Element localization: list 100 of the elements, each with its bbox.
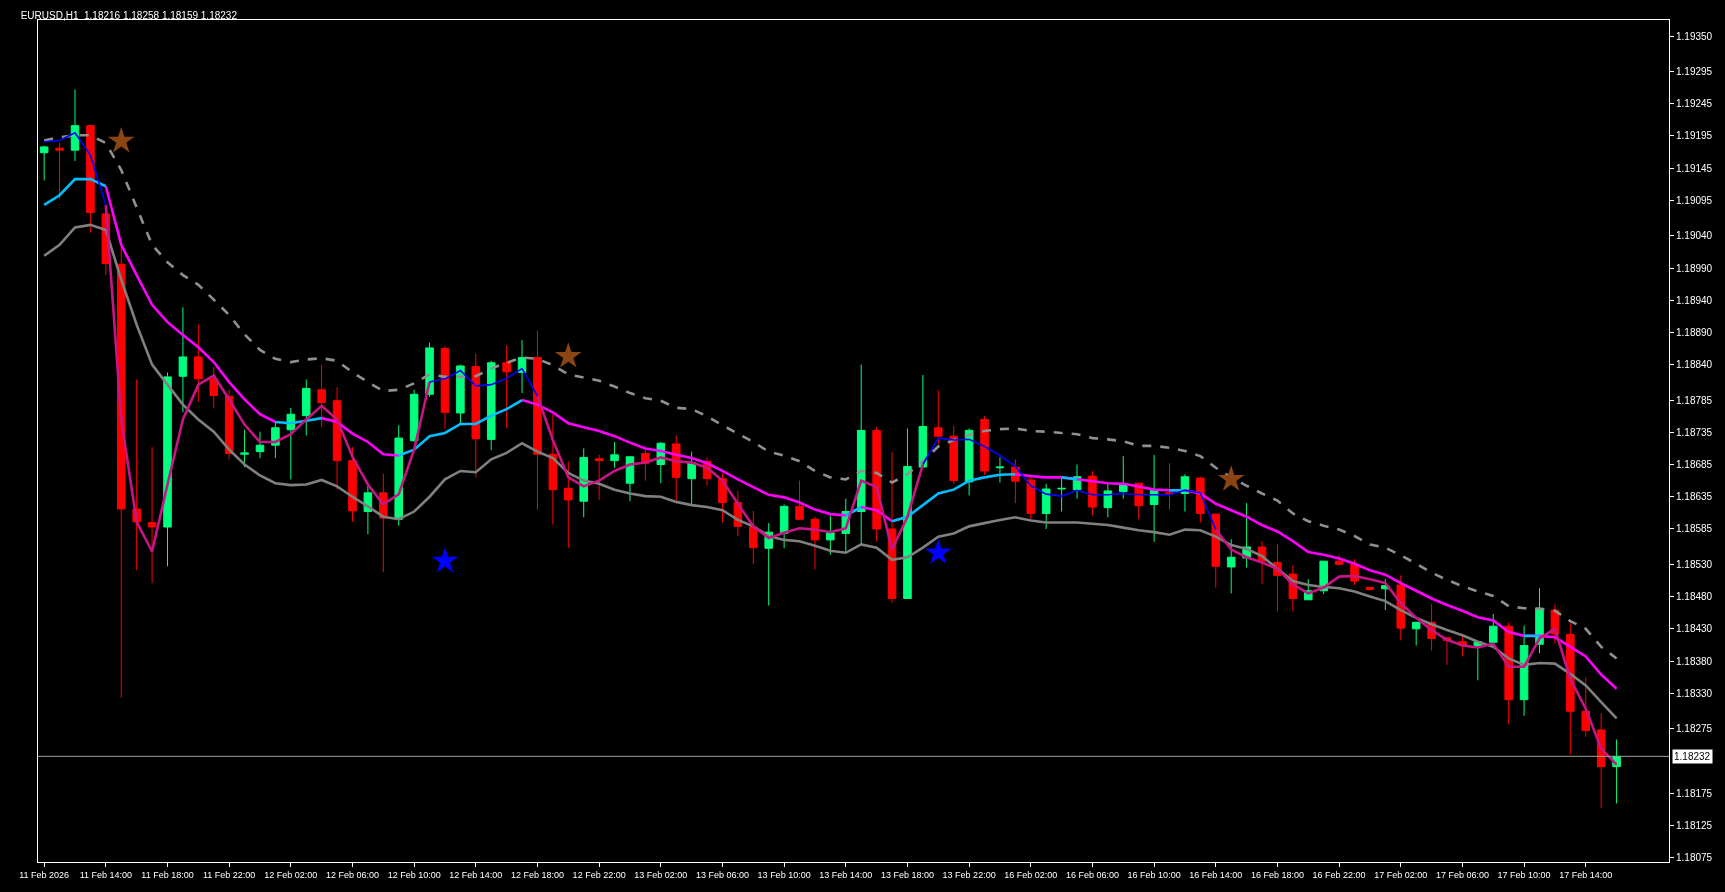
- candlestick: [209, 366, 219, 409]
- candlestick: [625, 456, 635, 502]
- candlestick: [55, 142, 64, 200]
- candlestick: [980, 415, 989, 476]
- point: [107, 127, 135, 153]
- y-tick-label: 1.18125: [1676, 819, 1713, 831]
- x-tick-label: 13 Feb 06:00: [695, 869, 749, 880]
- candlestick: [934, 389, 943, 446]
- candlestick: [240, 429, 249, 468]
- y-tick-label: 1.18380: [1676, 655, 1713, 667]
- y-tick-label: 1.18635: [1676, 491, 1713, 503]
- candlestick: [918, 374, 928, 468]
- candlestick: [610, 441, 619, 469]
- candlestick: [687, 451, 696, 506]
- candlestick: [1411, 621, 1421, 647]
- y-tick-label: 1.19145: [1676, 162, 1713, 174]
- candlestick: [409, 389, 419, 443]
- x-tick-label: 12 Feb 02:00: [264, 869, 318, 880]
- y-tick-label: 1.18330: [1676, 687, 1713, 699]
- x-tick-label: 12 Feb 14:00: [449, 869, 503, 880]
- candlestick: [456, 364, 465, 426]
- line-series: [42, 134, 1618, 660]
- y-tick-label: 1.18430: [1676, 623, 1713, 635]
- x-tick-label: 12 Feb 22:00: [572, 869, 626, 880]
- candlestick: [178, 306, 188, 413]
- candlestick: [1041, 483, 1051, 530]
- candlestick: [86, 125, 95, 234]
- x-tick-label: 16 Feb 10:00: [1127, 869, 1181, 880]
- candlestick: [749, 510, 758, 565]
- y-tick-label: 1.18480: [1676, 591, 1713, 603]
- candlestick: [517, 339, 527, 394]
- y-tick-label: 1.18685: [1676, 459, 1713, 471]
- x-tick-label: 16 Feb 06:00: [1065, 869, 1119, 880]
- candlestick: [255, 431, 265, 459]
- candlestick: [440, 345, 450, 429]
- y-tick-label: 1.18075: [1676, 851, 1713, 863]
- candlestick: [594, 454, 604, 501]
- y-tick-label: 1.19350: [1676, 30, 1713, 42]
- candlestick: [70, 89, 80, 162]
- y-tick-label: 1.18990: [1676, 262, 1713, 274]
- candlestick: [502, 344, 511, 429]
- y-tick-label: 1.19245: [1676, 98, 1713, 110]
- x-tick-label: 16 Feb 14:00: [1189, 869, 1243, 880]
- x-tick-label: 17 Feb 14:00: [1559, 869, 1613, 880]
- x-tick-label: 11 Feb 2026: [19, 869, 70, 880]
- x-tick-label: 16 Feb 18:00: [1250, 869, 1304, 880]
- candlestick: [1488, 613, 1498, 645]
- y-tick-label: 1.19095: [1676, 194, 1713, 206]
- candlestick: [779, 503, 789, 549]
- y-tick-label: 1.18840: [1676, 359, 1713, 371]
- y-tick-label: 1.19040: [1676, 230, 1713, 242]
- y-tick-label: 1.18940: [1676, 294, 1713, 306]
- candlestick: [533, 330, 542, 511]
- point: [924, 538, 952, 565]
- y-tick-label: 1.18785: [1676, 394, 1713, 406]
- x-tick-label: 13 Feb 02:00: [634, 869, 688, 880]
- candlestick: [548, 413, 558, 525]
- candlestick: [564, 460, 573, 549]
- ref-line-label: 1.18232: [1674, 751, 1711, 762]
- x-tick-label: 17 Feb 06:00: [1435, 869, 1489, 880]
- candlestick: [964, 427, 974, 496]
- candlestick: [471, 353, 481, 478]
- candlestick: [486, 360, 496, 451]
- y-tick-label: 1.18735: [1676, 426, 1713, 438]
- y-tick-label: 1.18530: [1676, 558, 1713, 570]
- candlestick: [317, 364, 326, 428]
- candlestick: [1057, 478, 1066, 513]
- x-tick-label: 13 Feb 14:00: [819, 869, 873, 880]
- candlestick: [949, 425, 958, 485]
- x-tick-label: 13 Feb 22:00: [942, 869, 996, 880]
- candlestick: [1519, 625, 1529, 717]
- x-tick-label: 13 Feb 18:00: [880, 869, 934, 880]
- x-tick-label: 11 Feb 14:00: [79, 869, 133, 880]
- candlestick: [1365, 587, 1375, 592]
- point: [555, 342, 582, 368]
- candlestick: [810, 516, 820, 571]
- x-tick-label: 17 Feb 02:00: [1374, 869, 1428, 880]
- y-tick-label: 1.19195: [1676, 130, 1713, 142]
- y-tick-label: 1.18175: [1676, 787, 1713, 799]
- candlestick: [194, 324, 203, 403]
- candlestick: [795, 480, 804, 521]
- y-tick-label: 1.18890: [1676, 326, 1713, 338]
- candlestick: [1119, 455, 1128, 500]
- candlestick: [39, 145, 49, 181]
- x-tick-label: 12 Feb 06:00: [325, 869, 379, 880]
- candlestick: [332, 386, 342, 490]
- candlestick: [1026, 476, 1036, 521]
- x-tick-label: 16 Feb 22:00: [1312, 869, 1366, 880]
- x-tick-label: 12 Feb 18:00: [510, 869, 564, 880]
- x-tick-label: 12 Feb 10:00: [387, 869, 441, 880]
- candlestick: [147, 446, 157, 584]
- candlestick: [995, 456, 1005, 484]
- candlestick: [348, 446, 357, 523]
- x-tick-label: 17 Feb 10:00: [1497, 869, 1551, 880]
- y-tick-label: 1.18275: [1676, 723, 1713, 735]
- x-tick-label: 16 Feb 02:00: [1004, 869, 1058, 880]
- y-tick-label: 1.18585: [1676, 523, 1713, 535]
- candlestick: [1165, 462, 1174, 511]
- point: [431, 547, 459, 573]
- point: [1217, 465, 1245, 491]
